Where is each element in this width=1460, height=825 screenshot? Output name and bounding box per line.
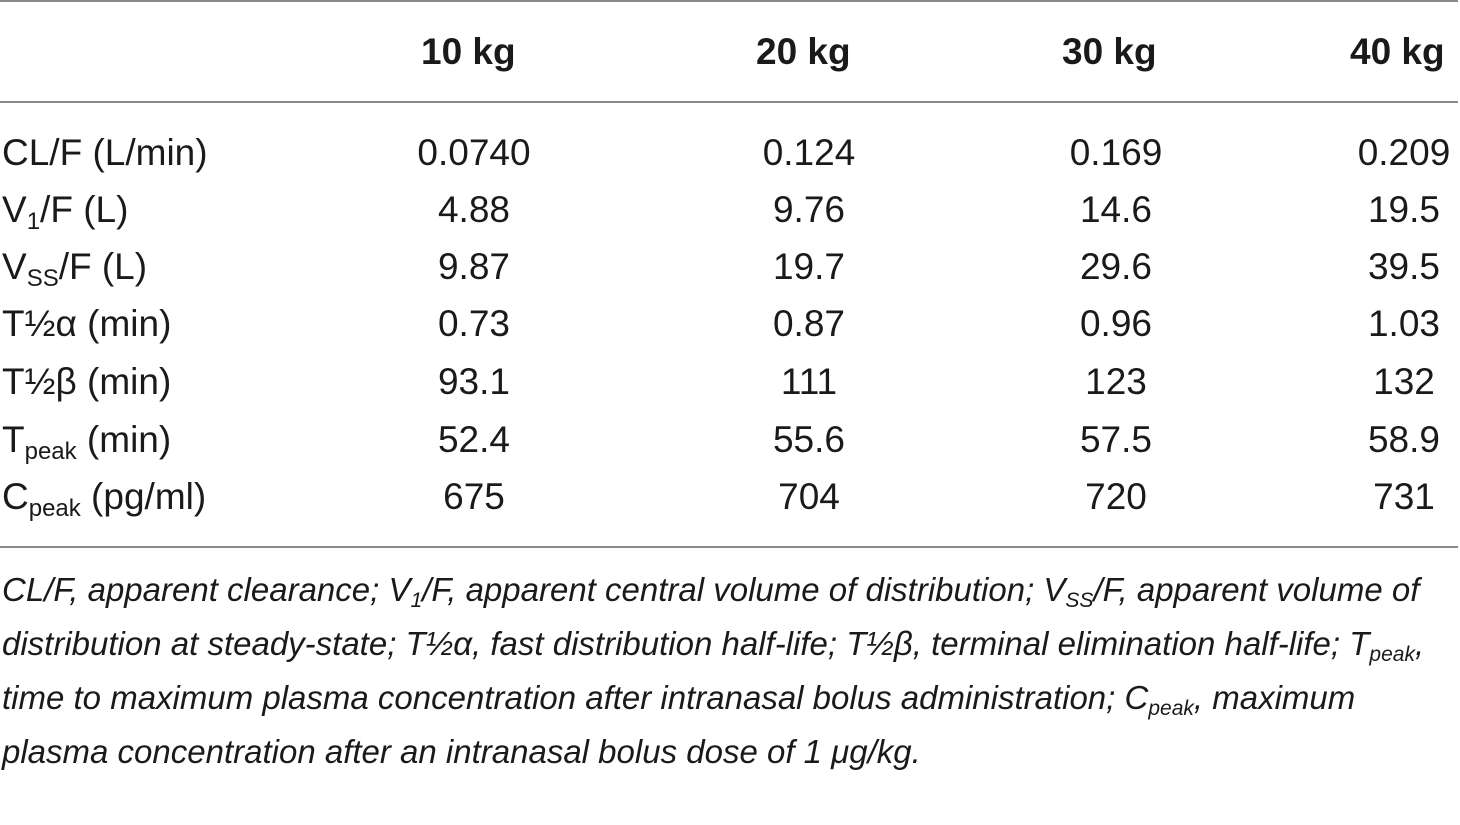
table-row-central-volume: V1/F (L) 4.88 9.76 14.6 19.5: [0, 181, 1460, 238]
row-label: T½α (min): [2, 303, 172, 344]
table-row-cpeak: Cpeak (pg/ml) 675 704 720 731: [0, 468, 1460, 525]
table-cell: 29.6: [1079, 246, 1152, 287]
table-cell: 0.209: [1357, 132, 1451, 173]
table-cell: 704: [778, 476, 840, 517]
table-cell: 0.96: [1079, 303, 1152, 344]
column-header-10kg: 10 kg: [421, 31, 516, 72]
table-cell: 1.03: [1367, 303, 1440, 344]
table-cell: 58.9: [1367, 419, 1440, 460]
table-cell: 9.76: [772, 189, 845, 230]
row-label: Cpeak (pg/ml): [2, 476, 207, 522]
table-cell: 675: [443, 476, 505, 517]
table-cell: 52.4: [437, 419, 510, 460]
table-cell: 0.0740: [417, 132, 531, 173]
row-label: T½β (min): [2, 361, 172, 402]
table-row-tpeak: Tpeak (min) 52.4 55.6 57.5 58.9: [0, 411, 1460, 468]
table-cell: 0.169: [1069, 132, 1163, 173]
table-cell: 4.88: [437, 189, 510, 230]
table-cell: 0.73: [437, 303, 510, 344]
table-row-beta-half-life: T½β (min) 93.1 111 123 132: [0, 353, 1460, 410]
table-cell: 19.7: [772, 246, 845, 287]
table-cell: 123: [1085, 361, 1147, 402]
table-cell: 0.124: [762, 132, 856, 173]
row-label: V1/F (L): [2, 189, 129, 235]
table-top-rule: [0, 0, 1458, 2]
table-row-steady-state-volume: VSS/F (L) 9.87 19.7 29.6 39.5: [0, 238, 1460, 295]
table-cell: 93.1: [437, 361, 510, 402]
table-cell: 57.5: [1079, 419, 1152, 460]
table-footnote: CL/F, apparent clearance; V1/F, apparent…: [2, 571, 1425, 770]
table-cell: 14.6: [1079, 189, 1152, 230]
table-row-alpha-half-life: T½α (min) 0.73 0.87 0.96 1.03: [0, 295, 1460, 352]
column-header-30kg: 30 kg: [1062, 31, 1157, 72]
header-rule: [0, 101, 1458, 103]
table-cell: 132: [1373, 361, 1435, 402]
row-label: Tpeak (min): [2, 419, 172, 465]
row-label: VSS/F (L): [2, 246, 148, 292]
table-cell: 39.5: [1367, 246, 1440, 287]
table-cell: 731: [1373, 476, 1435, 517]
table-cell: 19.5: [1367, 189, 1440, 230]
table-bottom-rule: [0, 546, 1458, 548]
table-cell: 9.87: [437, 246, 510, 287]
table-cell: 0.87: [772, 303, 845, 344]
table-row-clearance: CL/F (L/min) 0.0740 0.124 0.169 0.209: [0, 124, 1460, 181]
row-label: CL/F (L/min): [2, 132, 208, 173]
table-cell: 720: [1085, 476, 1147, 517]
table-cell: 111: [780, 361, 838, 402]
column-header-40kg: 40 kg: [1350, 31, 1445, 72]
column-header-20kg: 20 kg: [756, 31, 851, 72]
table-cell: 55.6: [772, 419, 845, 460]
